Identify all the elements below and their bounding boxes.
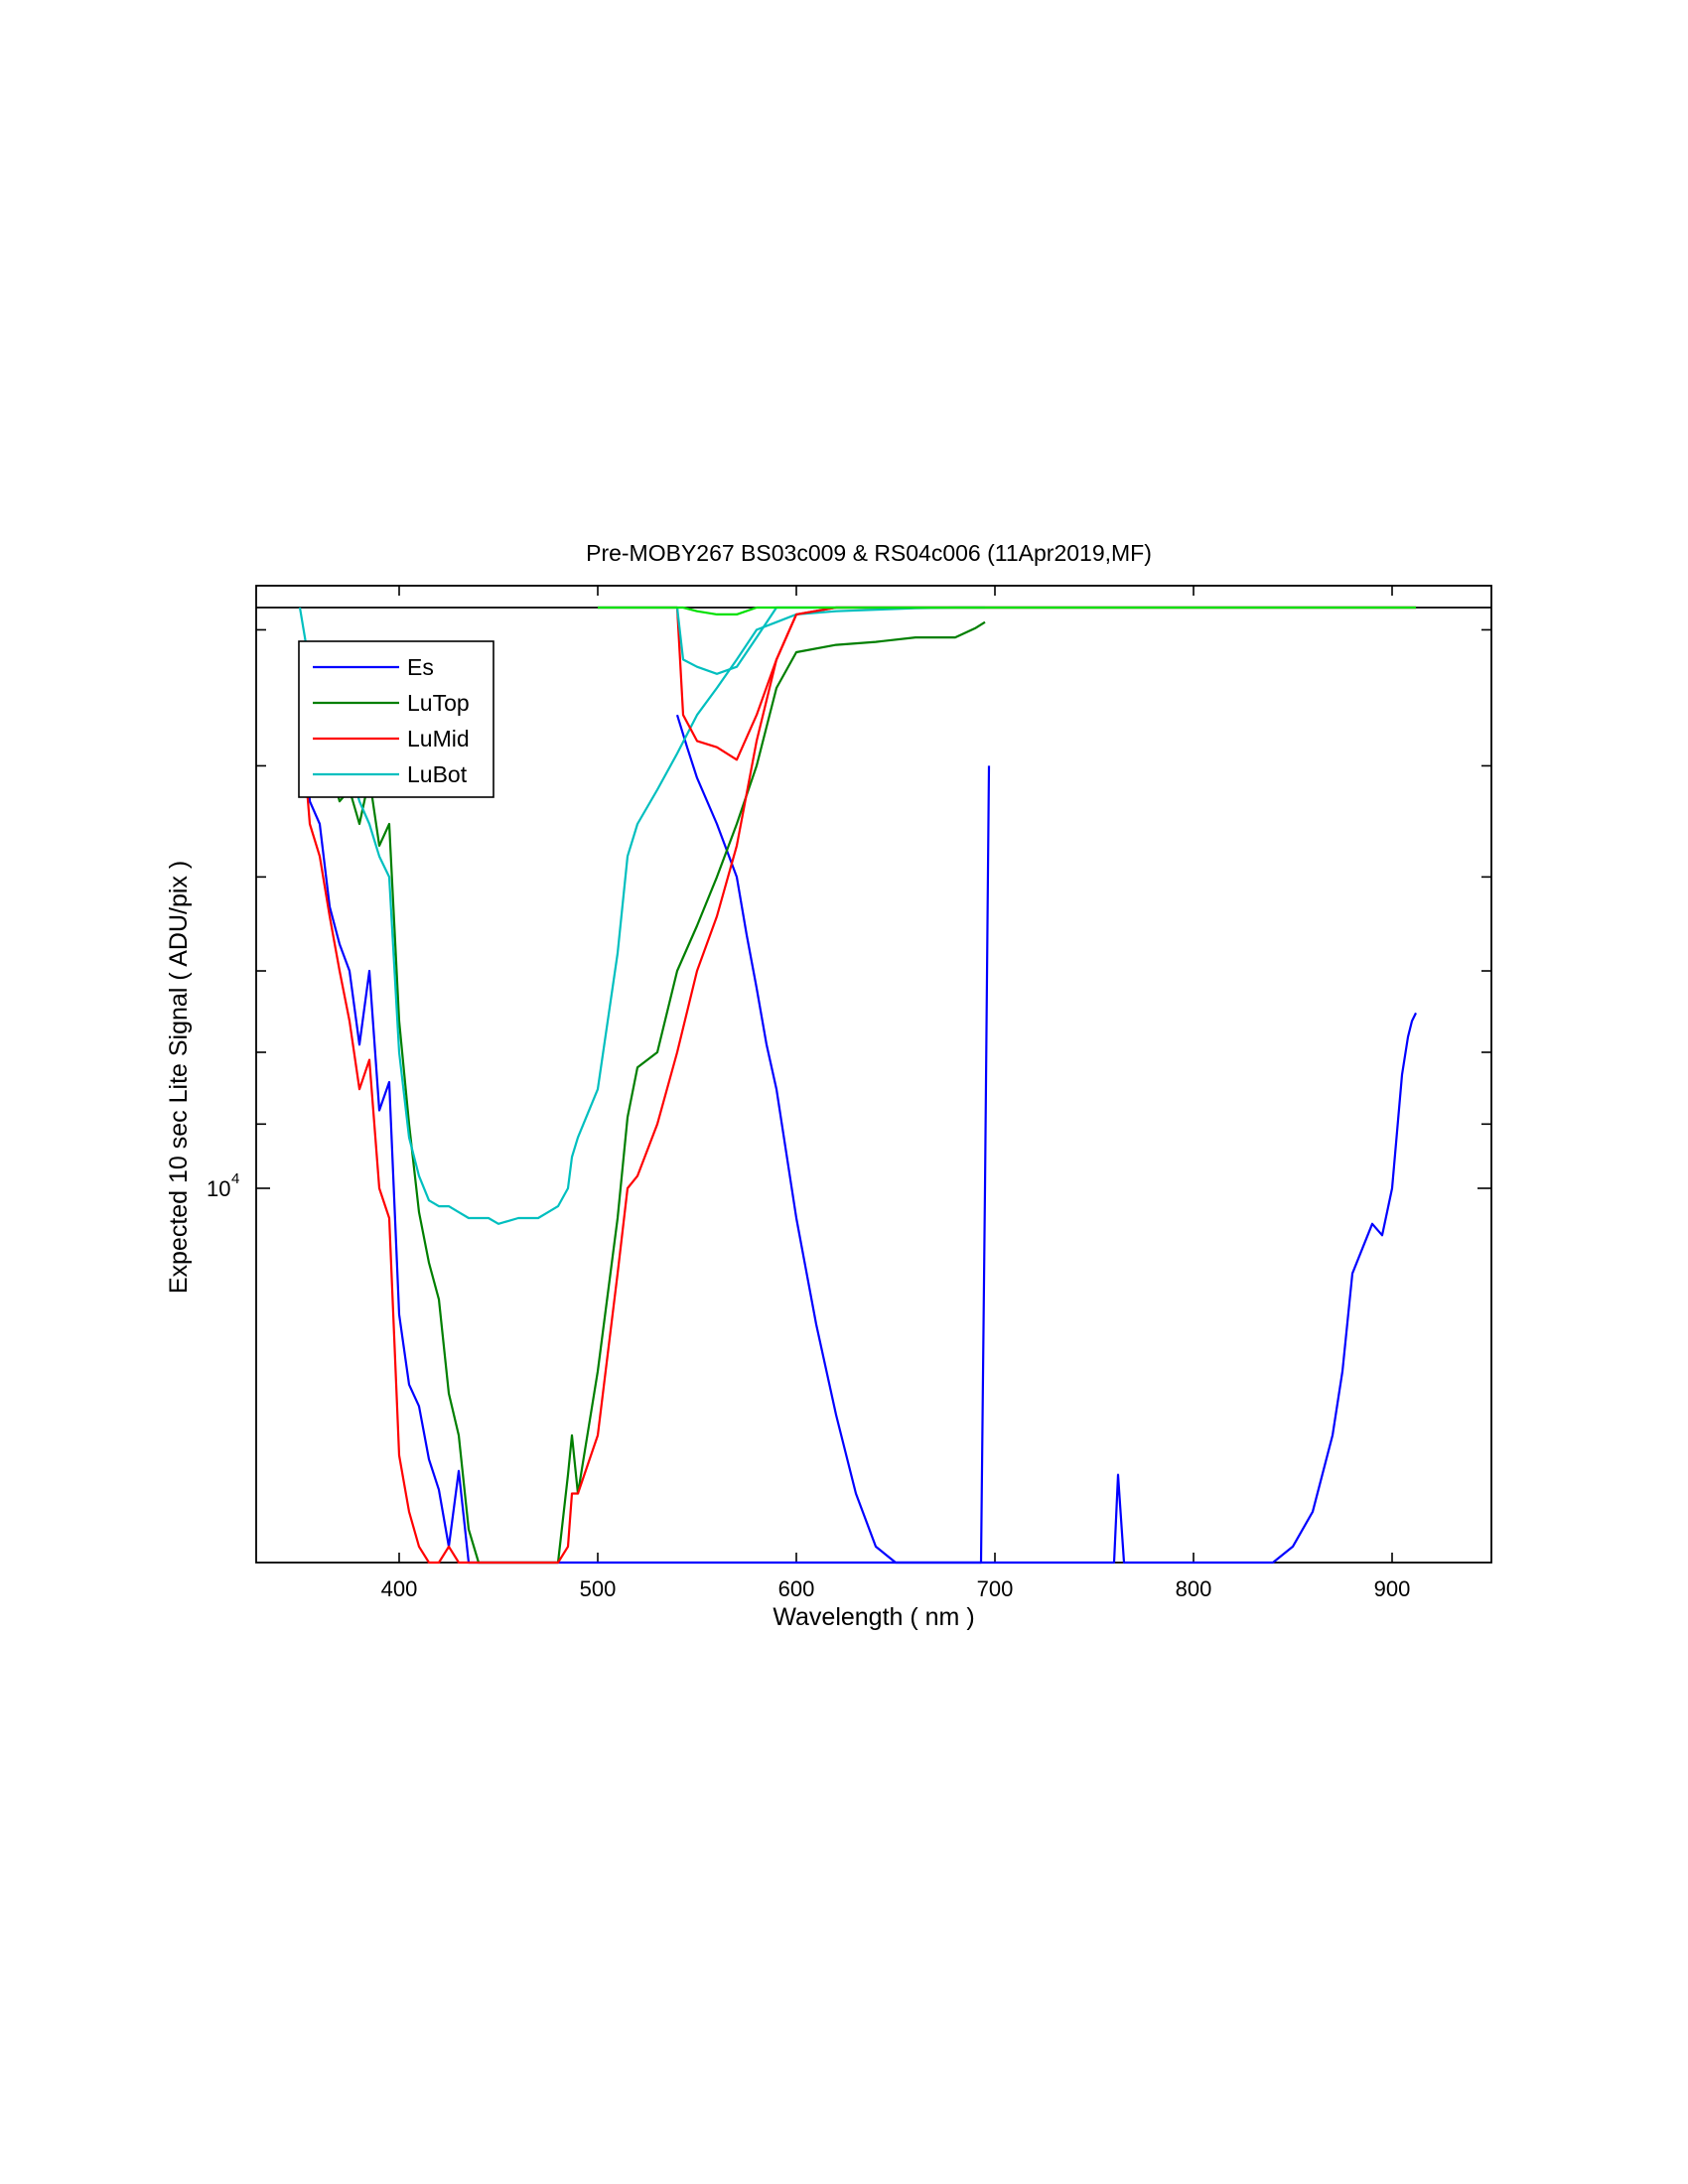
series-line-unlabeled-6 [598, 606, 1416, 675]
x-tick-label: 800 [1176, 1576, 1212, 1601]
y-axis-label: Expected 10 sec Lite Signal ( ADU/pix ) [165, 861, 193, 1294]
x-tick-label: 600 [778, 1576, 815, 1601]
x-axis-ticks: 400 500 600 700 800 900 [381, 586, 1411, 1601]
x-tick-label: 400 [381, 1576, 418, 1601]
y-tick-label-10e4: 10 4 [207, 1170, 239, 1201]
legend: Es LuTop LuMid LuBot [298, 640, 494, 798]
series-line-lubot [298, 606, 985, 1225]
legend-label-lubot: LuBot [407, 761, 468, 787]
x-axis-label: Wavelength ( nm ) [773, 1603, 974, 1631]
x-tick-label: 900 [1374, 1576, 1411, 1601]
chart-title: Pre-MOBY267 BS03c009 & RS04c006 (11Apr20… [586, 540, 1152, 566]
y-tick-base: 10 [207, 1176, 230, 1201]
y-tick-exponent: 4 [231, 1170, 239, 1187]
series-layer [298, 606, 1417, 1565]
legend-label-es: Es [407, 654, 434, 680]
y-axis-ticks [256, 628, 1491, 1189]
x-tick-label: 500 [580, 1576, 617, 1601]
series-line-unlabeled-7 [598, 606, 1416, 616]
legend-label-lumid: LuMid [407, 726, 470, 751]
legend-label-lutop: LuTop [407, 690, 470, 716]
x-tick-label: 700 [977, 1576, 1014, 1601]
series-line-es [675, 714, 1417, 1565]
